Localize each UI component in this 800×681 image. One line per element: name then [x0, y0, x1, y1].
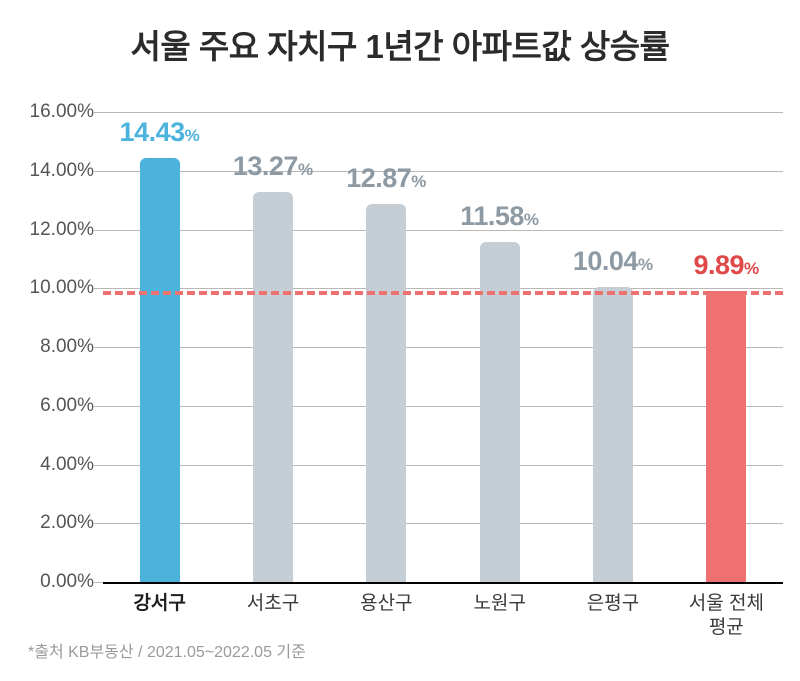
gridline	[103, 170, 783, 172]
y-axis-tick-label: 2.00%	[40, 512, 94, 534]
bar[interactable]	[706, 291, 747, 582]
y-axis-tick-mark	[94, 405, 103, 407]
bar-value-label: 13.27%	[233, 153, 313, 180]
y-axis-tick-label: 10.00%	[29, 277, 94, 299]
y-axis-tick-label: 12.00%	[29, 218, 94, 240]
bar-value-number: 11.58	[460, 200, 524, 231]
y-axis-tick-label: 4.00%	[40, 453, 94, 475]
y-axis-tick-mark	[94, 464, 103, 466]
bar-value-label: 14.43%	[120, 119, 200, 146]
x-axis-category-line: 용산구	[360, 593, 413, 614]
bar-value-number: 9.89	[693, 250, 745, 281]
plot-area	[103, 112, 783, 584]
x-axis-category-line: 서초구	[246, 593, 300, 614]
x-axis-category-label: 서울 전체 평균	[670, 592, 783, 640]
gridline	[103, 112, 783, 113]
bar-group[interactable]: 10.04%	[556, 112, 669, 582]
bar-value-percent-sign: %	[523, 209, 540, 229]
y-axis-tick-mark	[94, 112, 103, 113]
bar[interactable]	[479, 241, 520, 582]
bar-value-label: 12.87%	[346, 162, 427, 193]
bar[interactable]	[366, 203, 407, 582]
x-axis-category-label: 노원구	[443, 592, 556, 616]
bar-value-label: 9.89%	[693, 252, 759, 279]
x-axis-category-label: 강서구	[103, 592, 216, 616]
x-axis-category-line: 서울 전체	[688, 593, 764, 614]
bar-value-label: 11.58%	[460, 200, 540, 231]
gridline	[103, 229, 783, 231]
y-axis-tick-mark	[94, 582, 103, 583]
bar[interactable]	[252, 192, 293, 582]
bar-value-label: 10.04%	[573, 248, 653, 275]
bar-value-percent-sign: %	[297, 160, 314, 180]
y-axis-tick-mark	[94, 347, 103, 348]
gridline	[103, 464, 783, 466]
gridline	[103, 405, 783, 407]
bar-value-number: 13.27	[232, 151, 299, 182]
bar-value-number: 14.43	[119, 117, 186, 148]
y-axis-tick-mark	[94, 229, 103, 231]
y-axis-tick-mark	[94, 523, 103, 525]
bar-group[interactable]: 9.89%	[670, 112, 783, 582]
y-axis-tick-label: 14.00%	[29, 159, 94, 181]
bars-layer: 14.43% 13.27% 12.87% 11.58% 10.04% 9.89%	[103, 112, 783, 582]
bar-value-percent-sign: %	[744, 259, 760, 279]
y-axis-tick-label: 16.00%	[29, 101, 94, 122]
x-axis-category-line: 평균	[708, 616, 744, 638]
bar-value-percent-sign: %	[184, 126, 200, 146]
x-axis-category-line: 노원구	[473, 593, 526, 614]
bar-group[interactable]: 11.58%	[443, 112, 556, 582]
x-axis-category-line: 은평구	[586, 593, 640, 614]
x-axis-category-label: 용산구	[330, 592, 443, 616]
bar-value-percent-sign: %	[411, 171, 427, 191]
bar-value-number: 10.04	[572, 246, 639, 277]
chart-title: 서울 주요 자치구 1년간 아파트값 상승률	[130, 28, 670, 65]
gridline	[103, 347, 783, 348]
bar-group[interactable]: 12.87%	[330, 112, 443, 582]
bar-group[interactable]: 14.43%	[103, 112, 216, 582]
bar-value-number: 12.87	[346, 162, 412, 193]
x-axis: 강서구 서초구 용산구 노원구 은평구 서울 전체 평균	[103, 592, 783, 662]
y-axis-tick-label: 8.00%	[40, 336, 94, 357]
x-axis-category-line: 강서구	[133, 593, 186, 614]
gridline	[103, 523, 783, 525]
x-axis-category-label: 은평구	[556, 592, 669, 616]
seoul-average-reference-line	[103, 291, 783, 296]
y-axis-tick-label: 6.00%	[40, 394, 94, 416]
bar[interactable]	[139, 158, 180, 582]
source-footnote: *출처 KB부동산 / 2021.05~2022.05 기준	[28, 644, 306, 661]
bar-group[interactable]: 13.27%	[216, 112, 329, 582]
y-axis-tick-label: 0.00%	[40, 571, 94, 592]
axis-baseline	[103, 582, 783, 584]
y-axis-tick-mark	[94, 288, 103, 290]
bar[interactable]	[592, 287, 633, 582]
y-axis-tick-mark	[94, 170, 103, 172]
gridline	[103, 288, 783, 290]
bar-value-percent-sign: %	[637, 255, 654, 275]
x-axis-category-label: 서초구	[216, 592, 329, 616]
